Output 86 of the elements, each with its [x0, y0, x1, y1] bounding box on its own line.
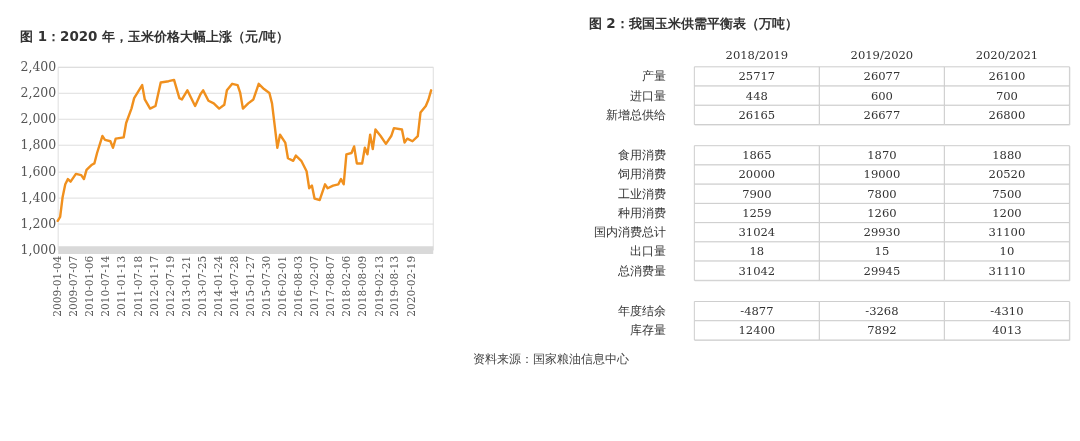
data-label: 26100 — [988, 69, 1026, 84]
x-tick-label: 2009-07-07 — [67, 255, 80, 317]
y-tick-label: 1,600 — [20, 163, 57, 179]
data-label: 1200 — [992, 205, 1022, 220]
data-label: 31042 — [738, 263, 776, 278]
chart-title: 图 2：我国玉米供需平衡表（万吨） — [588, 16, 798, 32]
data-label: 20520 — [988, 167, 1026, 182]
y-tick-label: 产量 — [641, 69, 666, 84]
x-tick-label: 2020-02-19 — [404, 255, 417, 317]
y-tick-label: 国内消费总计 — [593, 225, 666, 240]
data-label: 7900 — [742, 186, 772, 201]
line-series — [56, 78, 433, 223]
data-label: 1260 — [867, 205, 897, 220]
x-tick-label: 2009-01-04 — [51, 255, 64, 317]
x-tick-label: 2016-08-03 — [292, 255, 305, 317]
x-tick-label: 2015-07-30 — [259, 255, 272, 317]
y-tick-label: 2,400 — [20, 59, 57, 75]
x-tick-label: 2017-08-07 — [324, 255, 337, 317]
data-label: 31024 — [738, 225, 776, 240]
data-label: -4877 — [740, 303, 774, 318]
x-tick-label: 2018-02-06 — [340, 255, 353, 317]
data-label: 7500 — [992, 186, 1022, 201]
y-tick-label: 种用消费 — [617, 205, 666, 220]
data-label: 1259 — [742, 205, 772, 220]
x-tick-label: 2018/2019 — [725, 47, 789, 62]
y-tick-label: 年度结余 — [617, 303, 666, 318]
data-label: 26165 — [738, 107, 776, 122]
data-label: 29930 — [863, 225, 901, 240]
data-label: 26677 — [863, 107, 901, 122]
data-label: 448 — [745, 88, 768, 103]
data-label: 19000 — [863, 167, 901, 182]
x-tick-label: 2020/2021 — [975, 47, 1039, 62]
data-label: 26077 — [863, 69, 901, 84]
data-label: 1865 — [742, 148, 772, 163]
x-tick-label: 2019-08-13 — [388, 255, 401, 317]
x-tick-label: 2013-01-21 — [179, 255, 192, 317]
data-label: 10 — [999, 244, 1015, 259]
y-tick-label: 1,400 — [20, 189, 57, 205]
y-tick-label: 饲用消费 — [616, 167, 666, 182]
x-tick-label: 2010-07-14 — [99, 255, 112, 317]
data-label: 31100 — [988, 225, 1026, 240]
data-label: 20000 — [738, 167, 776, 182]
data-label: 600 — [870, 88, 893, 103]
data-label: 26800 — [988, 107, 1026, 122]
y-tick-label: 食用消费 — [617, 148, 666, 163]
x-tick-label: 2011-07-18 — [131, 255, 144, 317]
y-tick-label: 进口量 — [629, 88, 666, 103]
y-tick-label: 总消费量 — [616, 263, 666, 278]
x-tick-label: 2019/2020 — [850, 47, 914, 62]
y-tick-label: 1,800 — [20, 137, 57, 153]
data-label: 1870 — [867, 148, 897, 163]
x-tick-label: 2012-01-17 — [147, 255, 160, 317]
x-tick-label: 2015-01-27 — [243, 255, 256, 317]
y-tick-label: 2,000 — [20, 111, 57, 127]
x-tick-label: 2019-02-13 — [372, 255, 385, 317]
x-tick-label: 2018-08-09 — [356, 255, 369, 317]
data-label: 12400 — [738, 323, 776, 338]
y-tick-label: 出口量 — [629, 244, 666, 259]
x-tick-label: 2010-01-06 — [83, 255, 96, 317]
data-label: -4310 — [990, 303, 1024, 318]
data-label: 31110 — [988, 263, 1026, 278]
x-tick-label: 2016-02-01 — [276, 255, 289, 317]
x-tick-label: 2017-02-07 — [308, 255, 321, 317]
y-tick-label: 1,200 — [20, 215, 57, 231]
x-tick-label: 2014-07-28 — [227, 255, 240, 317]
x-tick-label: 2012-07-19 — [163, 255, 176, 317]
data-label: 1880 — [992, 148, 1022, 163]
data-label: 4013 — [992, 323, 1022, 338]
data-label: 18 — [749, 244, 765, 259]
x-tick-label: 2014-01-24 — [211, 255, 224, 317]
data-label: 25717 — [738, 69, 776, 84]
data-label: 7800 — [867, 186, 897, 201]
text: 资料来源：国家粮油信息中心 — [473, 351, 630, 366]
y-tick-label: 库存量 — [629, 323, 666, 338]
y-tick-label: 2,200 — [20, 85, 57, 101]
y-tick-label: 工业消费 — [617, 186, 666, 201]
data-label: 700 — [995, 88, 1018, 103]
x-tick-label: 2011-01-13 — [115, 255, 128, 317]
data-label: -3268 — [865, 303, 899, 318]
data-label: 7892 — [867, 323, 897, 338]
y-tick-label: 新增总供给 — [605, 107, 666, 122]
y-tick-label: 1,000 — [20, 241, 57, 257]
chart-title: 图 1：2020 年，玉米价格大幅上涨（元/吨） — [19, 28, 290, 44]
data-label: 15 — [874, 244, 890, 259]
x-tick-label: 2013-07-25 — [195, 255, 208, 317]
data-label: 29945 — [863, 263, 901, 278]
